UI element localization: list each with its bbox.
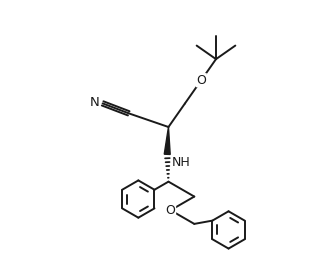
Text: O: O bbox=[166, 204, 176, 217]
Text: NH: NH bbox=[172, 156, 190, 169]
Polygon shape bbox=[164, 127, 170, 154]
Text: N: N bbox=[90, 96, 100, 109]
Text: O: O bbox=[196, 74, 206, 87]
